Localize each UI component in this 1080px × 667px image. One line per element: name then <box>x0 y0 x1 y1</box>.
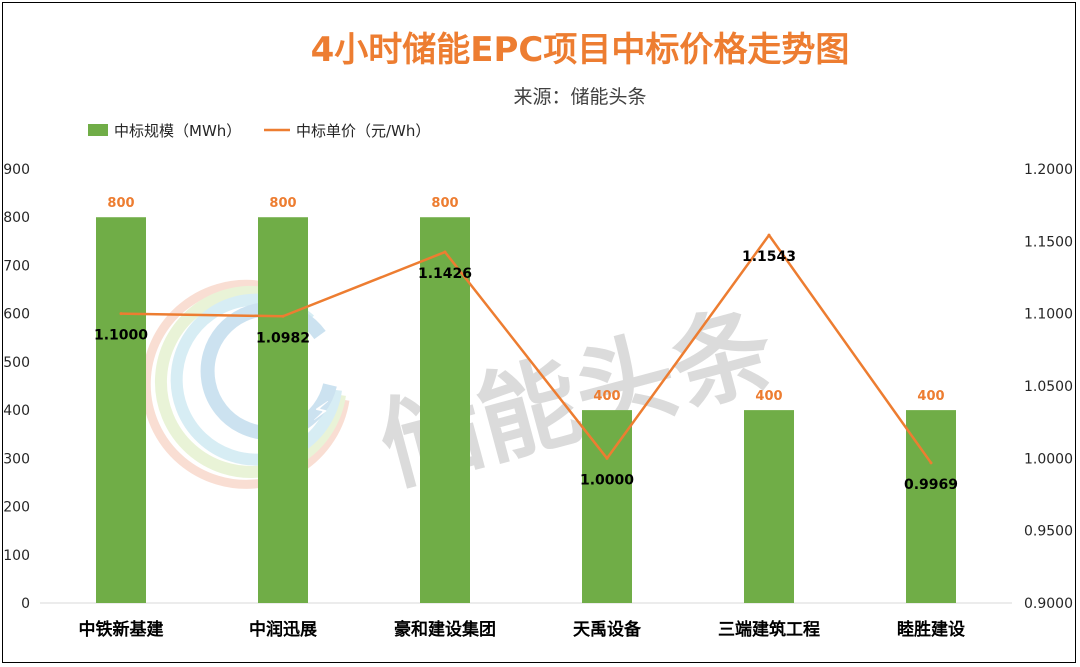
chart-title: 4小时储能EPC项目中标价格走势图 <box>311 30 850 70</box>
category-labels: 中铁新基建 中润迅展 豪和建设集团 天禹设备 三端建筑工程 睦胜建设 <box>79 619 966 640</box>
svg-text:⚡: ⚡ <box>312 397 330 427</box>
bar-data-label: 400 <box>917 389 944 404</box>
line-data-labels: 1.1000 1.0982 1.1426 1.0000 1.1543 0.9969 <box>94 249 958 493</box>
left-tick-label: 900 <box>3 162 30 178</box>
bar <box>744 410 794 603</box>
bar-data-labels: 800 800 800 400 400 400 <box>107 196 944 404</box>
right-tick-label: 1.2000 <box>1024 162 1073 178</box>
right-tick-label: 1.1500 <box>1024 234 1073 250</box>
line-data-label: 1.0000 <box>580 472 634 488</box>
line-data-label: 1.1543 <box>742 249 796 265</box>
bar-data-label: 400 <box>593 389 620 404</box>
line-data-label: 1.1000 <box>94 328 148 344</box>
line-point <box>119 312 123 316</box>
left-tick-label: 800 <box>3 210 30 226</box>
left-tick-label: 600 <box>3 307 30 323</box>
bar-data-label: 800 <box>269 196 296 211</box>
category-label: 中铁新基建 <box>79 619 164 640</box>
left-tick-label: 300 <box>3 451 30 467</box>
right-tick-label: 1.0000 <box>1024 451 1073 467</box>
bar <box>582 410 632 603</box>
right-tick-label: 0.9000 <box>1024 596 1073 612</box>
right-tick-label: 1.1000 <box>1024 307 1073 323</box>
bar-data-label: 800 <box>107 196 134 211</box>
line-point <box>929 461 933 465</box>
left-tick-label: 0 <box>21 596 30 612</box>
left-tick-label: 500 <box>3 355 30 371</box>
legend-swatch-bar <box>88 124 108 136</box>
left-tick-label: 400 <box>3 403 30 419</box>
bar <box>258 217 308 603</box>
right-axis: 0.9000 0.9500 1.0000 1.0500 1.1000 1.1500 1.20… <box>1024 162 1073 612</box>
line-point <box>443 250 447 254</box>
bar-data-label: 800 <box>431 196 458 211</box>
legend: 中标规模（MWh） 中标单价（元/Wh） <box>88 122 430 140</box>
line-data-label: 1.1426 <box>418 266 472 282</box>
category-label: 中润迅展 <box>249 619 317 640</box>
bar <box>96 217 146 603</box>
line-point <box>767 233 771 237</box>
line-series <box>119 233 933 465</box>
left-tick-label: 700 <box>3 258 30 274</box>
bar-data-label: 400 <box>755 389 782 404</box>
legend-label-bar: 中标规模（MWh） <box>114 122 241 140</box>
right-tick-label: 0.9500 <box>1024 524 1073 540</box>
right-tick-label: 1.0500 <box>1024 379 1073 395</box>
left-axis: 0 100 200 300 400 500 600 700 800 900 <box>3 162 30 612</box>
bar <box>420 217 470 603</box>
category-label: 三端建筑工程 <box>718 619 820 640</box>
left-tick-label: 100 <box>3 548 30 564</box>
bar <box>906 410 956 603</box>
line-data-label: 0.9969 <box>904 477 958 493</box>
category-label: 睦胜建设 <box>897 619 965 640</box>
line-data-label: 1.0982 <box>256 330 310 346</box>
line-point <box>605 456 609 460</box>
chart-subtitle: 来源：储能头条 <box>513 86 646 108</box>
left-tick-label: 200 <box>3 500 30 516</box>
category-label: 豪和建设集团 <box>394 619 496 640</box>
price-line <box>120 233 933 464</box>
category-label: 天禹设备 <box>573 619 642 640</box>
legend-label-line: 中标单价（元/Wh） <box>296 122 430 140</box>
line-point <box>281 314 285 318</box>
bar-series <box>96 217 956 603</box>
